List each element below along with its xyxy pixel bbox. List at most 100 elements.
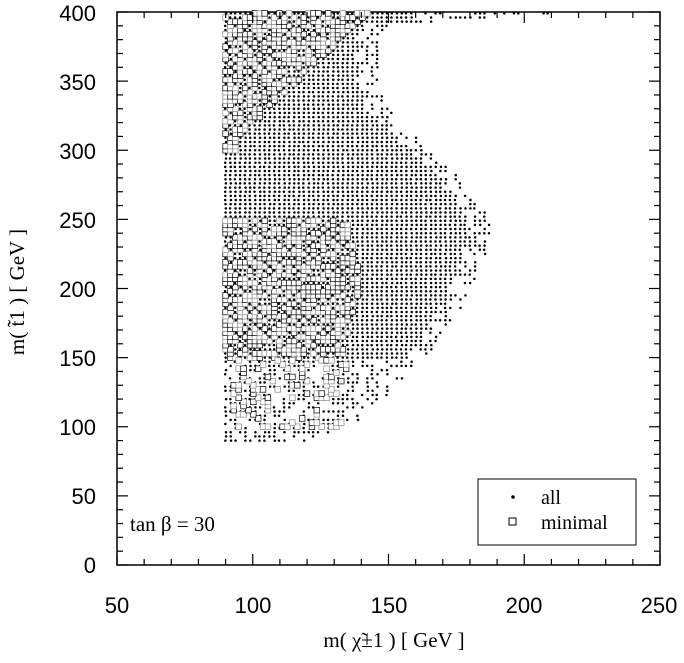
data-point-all (312, 215, 315, 218)
data-point-all (444, 273, 448, 276)
data-point-all (224, 439, 227, 442)
data-point-all (366, 356, 369, 359)
data-point-all (273, 410, 276, 413)
data-point-all (468, 281, 472, 285)
data-point-all (395, 352, 399, 355)
data-point-all (385, 265, 389, 268)
data-point-all (253, 207, 257, 210)
data-point-all (419, 331, 423, 334)
data-point-all (361, 161, 364, 164)
data-point-all (248, 227, 252, 231)
data-point-all (229, 202, 232, 206)
data-point-all (429, 219, 433, 223)
data-point-all (419, 248, 423, 252)
data-point-all (434, 12, 437, 15)
data-point-all (332, 397, 335, 401)
data-point-all (297, 306, 300, 310)
data-point-all (306, 356, 310, 359)
data-point-all (327, 107, 330, 111)
data-point-all (419, 157, 423, 160)
data-point-all (273, 157, 277, 160)
data-point-all (424, 219, 427, 223)
data-point-all (248, 310, 251, 314)
data-point-all (342, 103, 345, 106)
data-point-all (375, 173, 379, 177)
data-point-all (360, 103, 364, 106)
data-point-all (399, 161, 403, 164)
data-point-all (355, 144, 359, 148)
data-point-all (341, 61, 344, 65)
data-point-all (331, 236, 335, 239)
data-point-all (424, 290, 428, 293)
data-point-minimal (328, 386, 335, 393)
data-point-all (385, 186, 389, 189)
data-point-all (268, 219, 272, 223)
data-point-minimal (264, 423, 272, 430)
data-point-all (429, 223, 433, 227)
data-point-all (239, 49, 242, 52)
data-point-all (361, 207, 364, 210)
data-point-all (321, 285, 325, 289)
data-point-all (400, 265, 403, 268)
data-point-all (414, 339, 417, 343)
data-point-all (464, 294, 467, 297)
data-point-all (394, 198, 398, 202)
data-point-all (351, 343, 355, 347)
data-point-all (380, 273, 384, 276)
data-point-all (258, 132, 261, 135)
data-point-all (258, 119, 262, 123)
data-point-all (316, 190, 320, 193)
data-point-all (331, 248, 335, 252)
data-point-all (389, 244, 393, 247)
data-point-all (327, 256, 330, 260)
data-point-all (356, 61, 360, 65)
data-point-all (282, 335, 286, 339)
y-tick-label: 50 (72, 484, 96, 509)
data-point-all (371, 377, 374, 380)
data-point-all (288, 128, 291, 131)
data-point-all (253, 323, 257, 326)
data-point-all (297, 111, 301, 115)
data-point-all (253, 223, 257, 227)
data-point-all (253, 186, 256, 189)
data-point-all (444, 244, 448, 247)
data-point-all (273, 422, 277, 426)
data-point-all (346, 111, 349, 115)
data-point-all (297, 16, 301, 19)
data-point-all (331, 82, 335, 86)
data-point-all (366, 294, 369, 297)
data-point-all (395, 298, 398, 301)
data-point-all (268, 182, 271, 185)
data-point-all (370, 103, 374, 106)
data-point-all (409, 178, 413, 181)
data-point-all (312, 128, 316, 131)
data-point-minimal (222, 109, 229, 117)
data-point-all (444, 319, 447, 322)
data-point-all (346, 78, 350, 81)
data-point-all (336, 149, 340, 152)
data-point-all (224, 136, 227, 140)
data-point-all (248, 211, 251, 214)
data-point-all (355, 236, 359, 239)
data-point-all (293, 364, 296, 368)
data-point-all (380, 207, 383, 210)
data-point-all (336, 190, 340, 193)
data-point-all (336, 231, 340, 235)
data-point-all (380, 244, 383, 247)
data-point-all (483, 219, 486, 223)
data-point-all (248, 124, 251, 127)
data-point-all (409, 343, 413, 347)
data-point-all (337, 144, 340, 148)
data-point-all (288, 190, 291, 193)
data-point-all (317, 107, 321, 111)
data-point-all (248, 360, 252, 364)
data-point-all (376, 314, 379, 318)
data-point-all (410, 302, 413, 305)
data-point-minimal (329, 263, 337, 270)
data-point-all (453, 252, 457, 256)
data-point-all (288, 182, 291, 185)
data-point-all (297, 49, 301, 52)
data-point-all (234, 348, 237, 351)
data-point-all (453, 260, 457, 264)
